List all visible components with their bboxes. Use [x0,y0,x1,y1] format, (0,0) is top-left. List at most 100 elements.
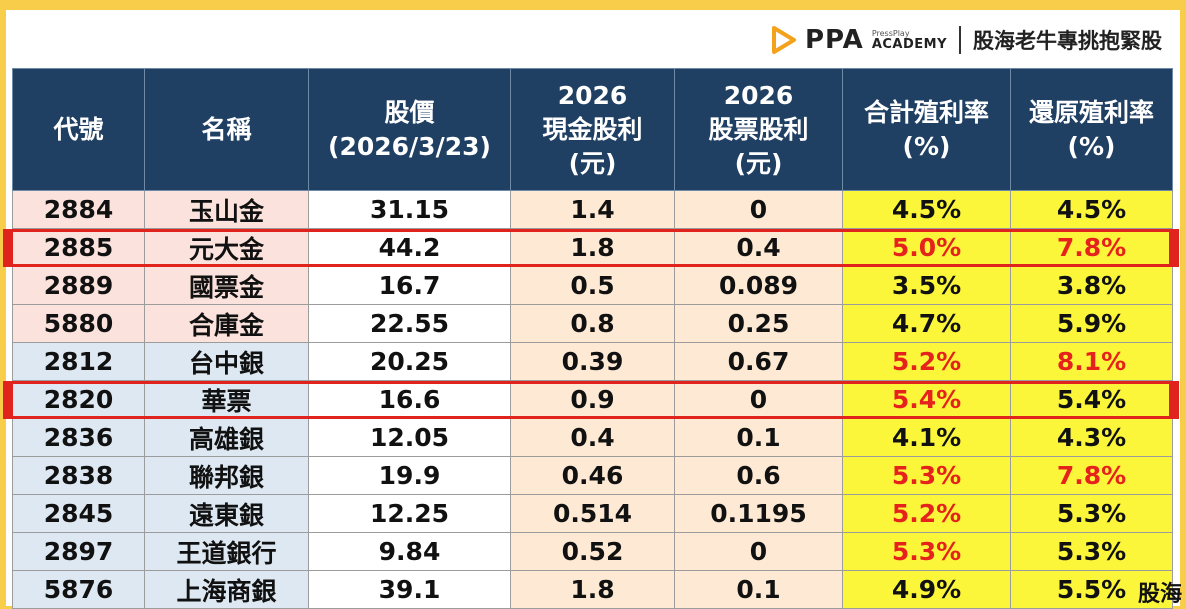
cell-restored-yield: 5.3% [1010,494,1173,533]
cell-code: 2836 [12,418,145,457]
table-row: 5876 上海商銀 39.1 1.8 0.1 4.9% 5.5% [12,570,1173,609]
cell-stock-dividend: 0.1 [674,570,843,609]
cell-total-yield: 5.4% [842,380,1011,419]
cell-price: 44.2 [308,228,511,267]
brand-logo-text: PPA [804,25,864,55]
brand-divider [959,26,961,54]
play-logo-icon [771,26,796,54]
cell-stock-dividend: 0.25 [674,304,843,343]
cell-cash-dividend: 1.8 [510,570,675,609]
cell-code: 2812 [12,342,145,381]
cell-code: 2845 [12,494,145,533]
cell-cash-dividend: 1.4 [510,190,675,229]
table-row: 2812 台中銀 20.25 0.39 0.67 5.2% 8.1% [12,342,1173,381]
header-restored-yield-line: 還原殖利率 [1028,97,1154,127]
cell-code: 2820 [12,380,145,419]
brand-bar: PPA PressPlay ACADEMY 股海老牛專挑抱緊股 [771,16,1162,64]
table-row: 2889 國票金 16.7 0.5 0.089 3.5% 3.8% [12,266,1173,305]
cell-code: 2889 [12,266,145,305]
cell-cash-dividend: 0.52 [510,532,675,571]
table-row: 2838 聯邦銀 19.9 0.46 0.6 5.3% 7.8% [12,456,1173,495]
table-body: 2884 玉山金 31.15 1.4 0 4.5% 4.5% 2885 元大金 44.2 1.8 0.… [12,190,1173,609]
header-cash-dividend-line: 2026 [557,80,628,110]
header-name-line: 名稱 [201,114,252,144]
header-stock-dividend-line: 2026 [723,80,794,110]
brand-slogan: 股海老牛專挑抱緊股 [973,29,1162,53]
cell-price: 31.15 [308,190,511,229]
table-row: 2897 王道銀行 9.84 0.52 0 5.3% 5.3% [12,532,1173,571]
cell-restored-yield: 7.8% [1010,456,1173,495]
cell-cash-dividend: 0.4 [510,418,675,457]
header-cash-dividend-line: 現金股利 [542,114,643,144]
cell-total-yield: 5.3% [842,532,1011,571]
cell-restored-yield: 4.5% [1010,190,1173,229]
cell-price: 16.7 [308,266,511,305]
cell-cash-dividend: 0.514 [510,494,675,533]
cell-name: 元大金 [144,228,309,267]
cell-stock-dividend: 0.67 [674,342,843,381]
cell-name: 華票 [144,380,309,419]
table-card: PPA PressPlay ACADEMY 股海老牛專挑抱緊股 代號 名稱 股價 (2… [3,10,1180,609]
cell-price: 12.05 [308,418,511,457]
cell-restored-yield: 3.8% [1010,266,1173,305]
cell-price: 12.25 [308,494,511,533]
cell-stock-dividend: 0.6 [674,456,843,495]
brand-sub-academy: ACADEMY [871,36,947,52]
header-cash-dividend: 2026 現金股利 (元) [510,68,675,191]
cell-total-yield: 4.5% [842,190,1011,229]
header-code: 代號 [12,68,145,191]
cell-code: 2885 [12,228,145,267]
cell-price: 9.84 [308,532,511,571]
header-code-line: 代號 [53,114,104,144]
cell-stock-dividend: 0 [674,190,843,229]
cell-restored-yield: 8.1% [1010,342,1173,381]
cell-code: 2838 [12,456,145,495]
cell-restored-yield: 5.9% [1010,304,1173,343]
cell-code: 2897 [12,532,145,571]
table-row: 2836 高雄銀 12.05 0.4 0.1 4.1% 4.3% [12,418,1173,457]
cell-name: 遠東銀 [144,494,309,533]
cell-code: 5880 [12,304,145,343]
table-row: 2885 元大金 44.2 1.8 0.4 5.0% 7.8% [12,228,1173,267]
cell-total-yield: 3.5% [842,266,1011,305]
cell-total-yield: 4.9% [842,570,1011,609]
cell-cash-dividend: 0.39 [510,342,675,381]
cell-stock-dividend: 0.1195 [674,494,843,533]
cell-total-yield: 5.2% [842,494,1011,533]
cell-total-yield: 5.2% [842,342,1011,381]
header-stock-dividend: 2026 股票股利 (元) [674,68,843,191]
brand-sub-small: PressPlay [871,28,910,38]
cell-cash-dividend: 0.8 [510,304,675,343]
cell-code: 5876 [12,570,145,609]
cell-name: 台中銀 [144,342,309,381]
dividend-table: 代號 名稱 股價 (2026/3/23) 2026 現金股利 (元) 2026 股票股利 (元) 合… [12,68,1173,609]
cell-price: 22.55 [308,304,511,343]
table-row: 2845 遠東銀 12.25 0.514 0.1195 5.2% 5.3% [12,494,1173,533]
cell-price: 20.25 [308,342,511,381]
table-row: 2820 華票 16.6 0.9 0 5.4% 5.4% [12,380,1173,419]
table-row: 5880 合庫金 22.55 0.8 0.25 4.7% 5.9% [12,304,1173,343]
cell-stock-dividend: 0 [674,380,843,419]
header-price-line: (2026/3/23) [328,131,491,161]
header-cash-dividend-line: (元) [568,148,617,178]
cell-cash-dividend: 0.5 [510,266,675,305]
header-total-yield-line: 合計殖利率 [863,97,989,127]
cell-name: 合庫金 [144,304,309,343]
cell-price: 19.9 [308,456,511,495]
header-restored-yield: 還原殖利率 (%) [1010,68,1173,191]
cell-restored-yield: 5.3% [1010,532,1173,571]
cell-name: 高雄銀 [144,418,309,457]
cell-stock-dividend: 0.4 [674,228,843,267]
cell-price: 16.6 [308,380,511,419]
cell-total-yield: 5.3% [842,456,1011,495]
header-stock-dividend-line: 股票股利 [708,114,809,144]
cell-restored-yield: 5.4% [1010,380,1173,419]
cell-cash-dividend: 0.46 [510,456,675,495]
header-total-yield-line: (%) [902,131,951,161]
cell-total-yield: 5.0% [842,228,1011,267]
cell-name: 王道銀行 [144,532,309,571]
cell-stock-dividend: 0 [674,532,843,571]
table-row: 2884 玉山金 31.15 1.4 0 4.5% 4.5% [12,190,1173,229]
cell-restored-yield: 4.3% [1010,418,1173,457]
cell-name: 國票金 [144,266,309,305]
